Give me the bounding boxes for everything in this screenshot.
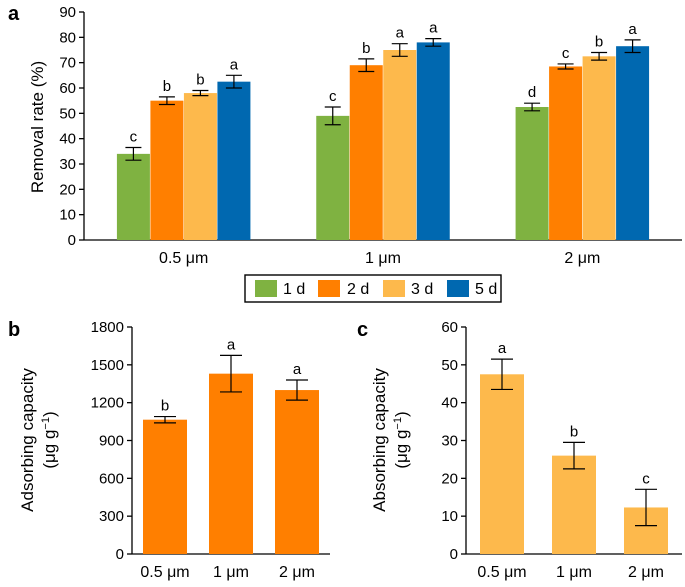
panel-label-a: a: [8, 3, 20, 25]
y-tick-label-a: 50: [59, 105, 76, 122]
bar-a: [515, 107, 549, 240]
bar-a: [217, 81, 251, 241]
y-tick-label-b: 600: [99, 470, 124, 487]
y-axis-unit-b: (μg g: [40, 430, 59, 469]
bar-a: [582, 56, 616, 241]
y-axis-label-b-line1: Adsorbing capacity: [18, 368, 37, 512]
legend-swatch-5d: [447, 280, 469, 297]
significance-label-a: b: [163, 78, 171, 95]
y-tick-label-b: 1800: [91, 319, 124, 336]
bar-a: [116, 153, 150, 240]
significance-label-a: a: [628, 21, 637, 38]
x-category-label-b: 1 μm: [213, 564, 249, 581]
significance-label-a: c: [130, 129, 138, 146]
y-tick-label-b: 1500: [91, 357, 124, 374]
significance-label-c: b: [570, 423, 578, 440]
bar-a: [150, 100, 184, 241]
significance-label-a: c: [562, 45, 570, 62]
y-axis-unit-close-c: ): [392, 411, 411, 417]
bar-b: [275, 390, 319, 554]
panel-label-b: b: [8, 319, 20, 341]
y-axis-label-c-line2: (μg g−1): [392, 411, 411, 468]
significance-label-a: d: [528, 84, 536, 101]
y-axis-label-c-line1: Absorbing capacity: [370, 368, 389, 512]
significance-label-b: b: [161, 398, 169, 415]
legend-swatch-2d: [318, 280, 340, 297]
y-tick-label-a: 30: [59, 156, 76, 173]
legend: 1 d 2 d 3 d 5 d: [244, 274, 502, 303]
bar-a: [316, 115, 350, 240]
y-tick-label-c: 20: [441, 470, 458, 487]
bar-a: [183, 93, 217, 240]
significance-label-c: a: [498, 340, 507, 357]
y-axis-label-b-line2: (μg g−1): [40, 411, 59, 468]
chart-c: 0 10 20 30 40 50 60 a 0.5 μm b 1 μm c 2 μm: [441, 319, 682, 581]
significance-label-a: c: [329, 88, 337, 105]
y-axis-unit-c: (μg g: [392, 430, 411, 469]
y-tick-label-a: 80: [59, 29, 76, 46]
y-tick-label-b: 300: [99, 508, 124, 525]
significance-label-a: b: [595, 34, 603, 51]
legend-swatch-3d: [383, 280, 405, 297]
significance-label-c: c: [642, 470, 650, 487]
y-tick-label-a: 0: [68, 232, 76, 249]
x-category-label-c: 1 μm: [556, 564, 592, 581]
y-axis-unit-exponent-c: −1: [392, 417, 404, 430]
x-category-label-c: 2 μm: [628, 564, 664, 581]
significance-label-b: a: [227, 336, 236, 353]
x-category-label-a: 0.5 μm: [159, 250, 208, 267]
x-category-label-b: 0.5 μm: [140, 564, 189, 581]
legend-label-5d: 5 d: [475, 281, 497, 298]
y-tick-label-c: 60: [441, 319, 458, 336]
x-category-label-c: 0.5 μm: [477, 564, 526, 581]
y-tick-label-a: 90: [59, 4, 76, 21]
bar-a: [549, 66, 583, 240]
y-axis-unit-exponent-b: −1: [40, 417, 52, 430]
chart-b: 0 300 600 900 1200 1500 1800 b 0.5 μm a 1 μm a 2 μm: [91, 319, 330, 581]
y-axis-label-a: Removal rate (%): [28, 61, 47, 193]
y-tick-label-c: 30: [441, 433, 458, 450]
x-category-label-b: 2 μm: [279, 564, 315, 581]
y-tick-label-a: 10: [59, 207, 76, 224]
significance-label-a: a: [396, 25, 405, 42]
bar-c: [552, 455, 596, 554]
legend-label-3d: 3 d: [411, 281, 433, 298]
y-tick-label-b: 1200: [91, 395, 124, 412]
y-tick-label-a: 60: [59, 80, 76, 97]
bar-a: [616, 46, 650, 241]
legend-label-1d: 1 d: [283, 281, 305, 298]
significance-label-a: b: [196, 72, 204, 89]
significance-label-a: a: [230, 56, 239, 73]
bar-c: [480, 374, 524, 554]
bar-b: [143, 419, 187, 554]
panel-label-c: c: [357, 319, 368, 341]
y-tick-label-a: 70: [59, 55, 76, 72]
y-tick-label-c: 10: [441, 508, 458, 525]
y-tick-label-a: 40: [59, 131, 76, 148]
bar-a: [383, 50, 417, 240]
chart-a: 0 10 20 30 40 50 60 70 80 90 c b b a 0.5 μm c b a a 1 μm d c b…: [59, 4, 682, 267]
bar-a: [349, 65, 383, 240]
bar-a: [416, 42, 450, 241]
y-tick-label-b: 900: [99, 433, 124, 450]
y-axis-unit-close-b: ): [40, 411, 59, 417]
x-category-label-a: 2 μm: [564, 250, 600, 267]
y-tick-label-a: 20: [59, 181, 76, 198]
x-category-label-a: 1 μm: [365, 250, 401, 267]
y-tick-label-c: 0: [450, 546, 458, 563]
y-tick-label-b: 0: [116, 546, 124, 563]
y-tick-label-c: 40: [441, 395, 458, 412]
bar-b: [209, 373, 253, 554]
significance-label-a: b: [362, 40, 370, 57]
significance-label-b: a: [293, 361, 302, 378]
legend-label-2d: 2 d: [347, 281, 369, 298]
y-tick-label-c: 50: [441, 357, 458, 374]
significance-label-a: a: [429, 20, 438, 37]
legend-swatch-1d: [255, 280, 277, 297]
